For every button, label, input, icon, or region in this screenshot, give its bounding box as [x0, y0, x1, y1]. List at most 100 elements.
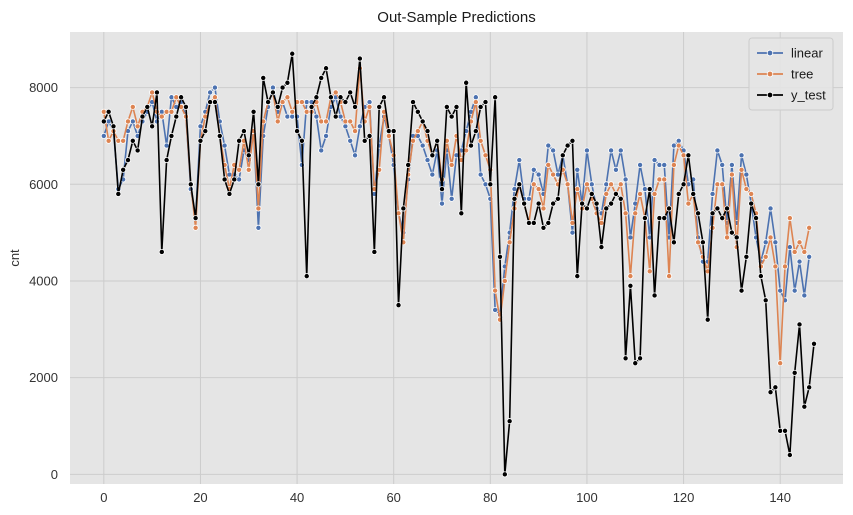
data-point: [173, 113, 180, 120]
data-point: [279, 99, 286, 106]
data-point: [153, 89, 160, 96]
data-point: [530, 166, 537, 173]
data-point: [245, 166, 252, 173]
data-point: [424, 157, 431, 164]
data-point: [265, 99, 272, 106]
data-point: [439, 200, 446, 207]
data-point: [448, 113, 455, 120]
data-point: [806, 253, 813, 260]
data-point: [791, 369, 798, 376]
data-point: [352, 152, 359, 159]
data-point: [482, 99, 489, 106]
data-point: [801, 248, 808, 255]
legend-marker: [766, 70, 774, 78]
data-point: [685, 152, 692, 159]
data-point: [675, 137, 682, 144]
data-point: [550, 147, 557, 154]
data-point: [366, 132, 373, 139]
data-point: [240, 128, 247, 135]
data-point: [767, 389, 774, 396]
data-point: [105, 108, 112, 115]
data-point: [482, 181, 489, 188]
data-point: [144, 103, 151, 110]
data-point: [323, 118, 330, 125]
data-point: [777, 427, 784, 434]
data-point: [680, 181, 687, 188]
data-point: [332, 113, 339, 120]
data-point: [525, 219, 532, 226]
data-point: [255, 181, 262, 188]
data-point: [298, 99, 305, 106]
data-point: [129, 118, 136, 125]
data-point: [100, 118, 107, 125]
data-point: [448, 195, 455, 202]
data-point: [521, 200, 528, 207]
data-point: [381, 94, 388, 101]
data-point: [366, 99, 373, 106]
data-point: [569, 219, 576, 226]
data-point: [501, 277, 508, 284]
data-point: [342, 99, 349, 106]
data-point: [173, 94, 180, 101]
data-point: [211, 84, 218, 91]
data-point: [535, 171, 542, 178]
data-point: [216, 132, 223, 139]
data-point: [318, 118, 325, 125]
data-point: [564, 142, 571, 149]
legend-item-linear[interactable]: linear: [757, 46, 823, 61]
data-point: [134, 147, 141, 154]
data-point: [627, 282, 634, 289]
legend-item-y-test[interactable]: y_test: [757, 88, 826, 103]
data-point: [477, 171, 484, 178]
data-point: [786, 215, 793, 222]
data-point: [501, 471, 508, 478]
data-point: [274, 118, 281, 125]
data-point: [743, 186, 750, 193]
data-point: [574, 186, 581, 193]
data-point: [236, 166, 243, 173]
data-point: [622, 355, 629, 362]
data-point: [492, 287, 499, 294]
data-point: [236, 137, 243, 144]
data-point: [617, 181, 624, 188]
data-point: [303, 99, 310, 106]
data-point: [298, 137, 305, 144]
data-point: [651, 157, 658, 164]
data-point: [337, 113, 344, 120]
data-point: [637, 355, 644, 362]
data-point: [443, 103, 450, 110]
data-point: [603, 181, 610, 188]
data-point: [250, 108, 257, 115]
data-point: [637, 190, 644, 197]
data-point: [762, 239, 769, 246]
data-point: [622, 210, 629, 217]
series-y-test: [100, 50, 818, 478]
data-point: [583, 147, 590, 154]
data-point: [511, 195, 518, 202]
data-point: [516, 157, 523, 164]
data-point: [627, 273, 634, 280]
data-point: [550, 171, 557, 178]
data-point: [467, 142, 474, 149]
data-point: [424, 128, 431, 135]
data-point: [738, 152, 745, 159]
data-point: [593, 200, 600, 207]
data-point: [337, 94, 344, 101]
data-point: [472, 128, 479, 135]
data-point: [675, 190, 682, 197]
data-point: [748, 200, 755, 207]
data-point: [719, 215, 726, 222]
data-point: [550, 200, 557, 207]
data-point: [395, 302, 402, 309]
data-point: [187, 181, 194, 188]
x-tick-label: 0: [100, 490, 107, 505]
data-point: [637, 161, 644, 168]
legend-item-tree[interactable]: tree: [757, 67, 813, 82]
data-point: [124, 118, 131, 125]
data-point: [149, 89, 156, 96]
data-point: [124, 157, 131, 164]
legend[interactable]: linear tree y_test: [748, 37, 834, 111]
plot-background: [70, 32, 843, 484]
data-point: [656, 176, 663, 183]
data-point: [231, 176, 238, 183]
